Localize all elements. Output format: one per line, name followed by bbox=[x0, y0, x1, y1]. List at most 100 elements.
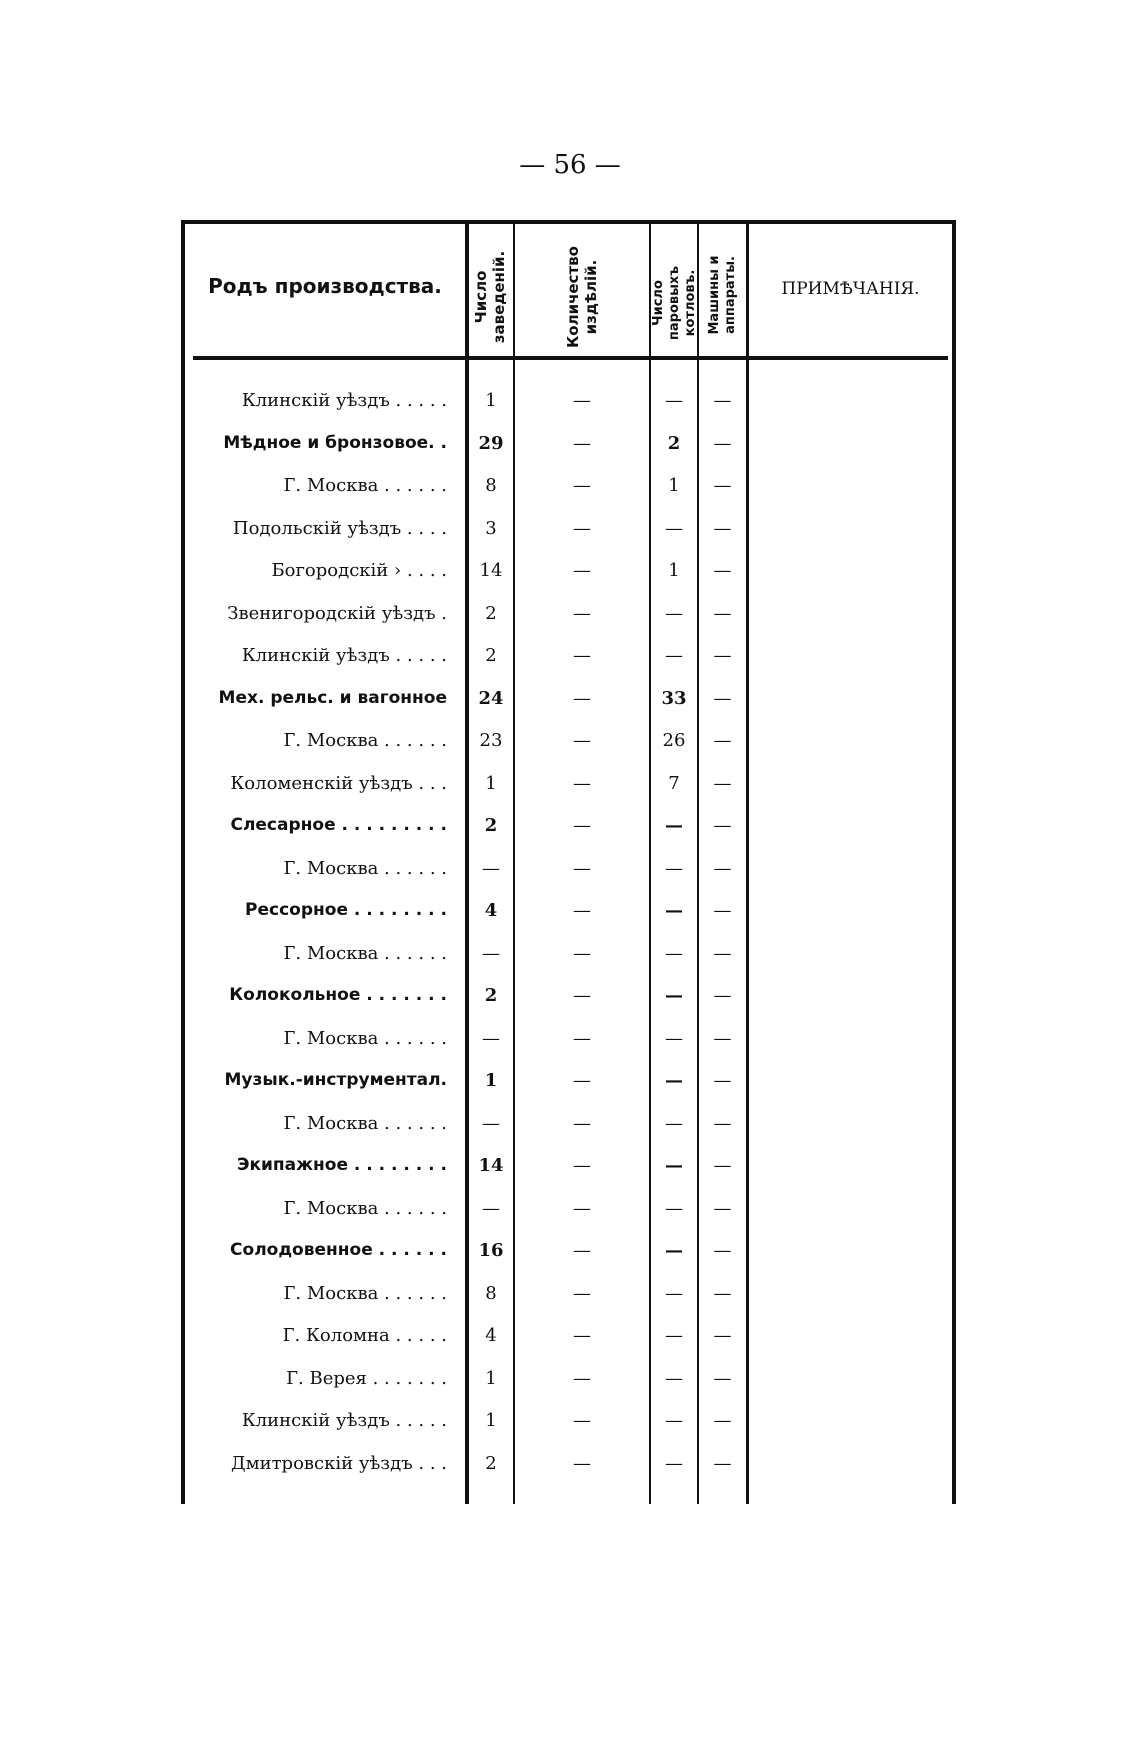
production-name: Экипажное . . . . . . . . bbox=[236, 1155, 447, 1175]
boilers-cell: — bbox=[665, 1155, 683, 1176]
production-name: Г. Верея . . . . . . . bbox=[286, 1367, 447, 1389]
products-cell: — bbox=[573, 560, 591, 581]
table-row: Солодовенное . . . . . . 16 — — — bbox=[185, 1232, 952, 1272]
production-name: Богородскій › . . . . bbox=[271, 560, 447, 581]
table-row: Экипажное . . . . . . . . 14 — — — bbox=[185, 1147, 952, 1187]
machines-cell: — bbox=[713, 730, 732, 751]
boilers-cell: — bbox=[665, 1325, 683, 1346]
establishments-cell: — bbox=[482, 1197, 500, 1219]
table-row: Г. Москва . . . . . . 8 — — — bbox=[185, 1275, 952, 1315]
production-name: Клинскій уѣздъ . . . . . bbox=[241, 645, 447, 666]
table-row: Г. Москва . . . . . . — — — — bbox=[185, 935, 952, 975]
production-name: Мѣдное и бронзовое. . bbox=[223, 432, 447, 453]
header-products: Количество издѣлій. bbox=[564, 246, 600, 348]
machines-cell: — bbox=[713, 1410, 732, 1431]
products-cell: — bbox=[573, 602, 591, 624]
table-row: Клинскій уѣздъ . . . . . 1 — — — bbox=[185, 382, 952, 422]
table-row: Коломенскій уѣздъ . . . 1 — 7 — bbox=[185, 765, 952, 805]
table-row: Г. Коломна . . . . . 4 — — — bbox=[185, 1317, 952, 1357]
establishments-cell: 1 bbox=[484, 1070, 498, 1091]
boilers-cell: 7 bbox=[668, 772, 680, 794]
header-establishments: Число заведеній. bbox=[472, 250, 508, 344]
machines-cell: — bbox=[713, 1027, 732, 1049]
machines-cell: — bbox=[713, 1325, 732, 1346]
establishments-cell: 8 bbox=[485, 1282, 497, 1304]
machines-cell: — bbox=[713, 857, 732, 879]
table-row: Музык.-инструментал. 1 — — — bbox=[185, 1062, 952, 1102]
establishments-cell: 16 bbox=[478, 1240, 504, 1261]
table-row: Г. Москва . . . . . . — — — — bbox=[185, 1020, 952, 1060]
production-name: Г. Москва . . . . . . bbox=[283, 857, 448, 879]
boilers-cell: — bbox=[665, 815, 683, 836]
boilers-cell: — bbox=[665, 985, 683, 1006]
table-row: Г. Верея . . . . . . . 1 — — — bbox=[185, 1360, 952, 1400]
establishments-cell: — bbox=[482, 942, 500, 964]
table-row: Клинскій уѣздъ . . . . . 2 — — — bbox=[185, 637, 952, 677]
statistics-table: Родъ производства. Число заведеній. Коли… bbox=[181, 220, 956, 1504]
machines-cell: — bbox=[713, 432, 732, 454]
table-row: Г. Москва . . . . . . — — — — bbox=[185, 1105, 952, 1145]
machines-cell: — bbox=[713, 1452, 732, 1474]
header-rule bbox=[193, 356, 948, 360]
establishments-cell: 2 bbox=[485, 602, 497, 624]
page-number: — 56 — bbox=[519, 150, 621, 180]
boilers-cell: — bbox=[665, 390, 683, 411]
boilers-cell: 1 bbox=[668, 475, 680, 496]
establishments-cell: 29 bbox=[478, 432, 504, 454]
products-cell: — bbox=[573, 1367, 591, 1389]
establishments-cell: 3 bbox=[485, 517, 497, 539]
establishments-cell: 1 bbox=[485, 390, 497, 411]
production-name: Клинскій уѣздъ . . . . . bbox=[241, 390, 447, 411]
table-row: Г. Москва . . . . . . — — — — bbox=[185, 850, 952, 890]
column-divider bbox=[746, 224, 749, 1504]
establishments-cell: 14 bbox=[479, 560, 503, 581]
boilers-cell: — bbox=[665, 1367, 683, 1389]
table-row: Дмитровскій уѣздъ . . . 2 — — — bbox=[185, 1445, 952, 1485]
establishments-cell: — bbox=[482, 1027, 500, 1049]
products-cell: — bbox=[573, 1452, 591, 1474]
machines-cell: — bbox=[713, 517, 732, 539]
production-name: Г. Москва . . . . . . bbox=[283, 1112, 448, 1134]
boilers-cell: 1 bbox=[668, 560, 680, 581]
boilers-cell: — bbox=[665, 1112, 683, 1134]
machines-cell: — bbox=[713, 475, 732, 496]
establishments-cell: 1 bbox=[485, 1367, 497, 1389]
establishments-cell: 4 bbox=[484, 900, 498, 921]
establishments-cell: 8 bbox=[485, 475, 497, 496]
table-row: Богородскій › . . . . 14 — 1 — bbox=[185, 552, 952, 592]
machines-cell: — bbox=[713, 1197, 732, 1219]
table-row: Мѣдное и бронзовое. . 29 — 2 — bbox=[185, 425, 952, 465]
products-cell: — bbox=[573, 1197, 591, 1219]
production-name: Слесарное . . . . . . . . . bbox=[230, 815, 447, 835]
boilers-cell: — bbox=[665, 1240, 683, 1261]
production-name: Г. Москва . . . . . . bbox=[283, 730, 448, 751]
table-row: Клинскій уѣздъ . . . . . 1 — — — bbox=[185, 1402, 952, 1442]
machines-cell: — bbox=[713, 900, 732, 921]
production-name: Г. Москва . . . . . . bbox=[283, 1197, 448, 1219]
products-cell: — bbox=[573, 942, 591, 964]
boilers-cell: — bbox=[665, 1282, 683, 1304]
machines-cell: — bbox=[713, 1240, 732, 1261]
products-cell: — bbox=[573, 772, 591, 794]
boilers-cell: — bbox=[665, 900, 683, 921]
machines-cell: — bbox=[713, 772, 732, 794]
products-cell: — bbox=[573, 1240, 591, 1261]
header-boilers: Число паровыхъ котловъ. bbox=[651, 265, 698, 341]
boilers-cell: — bbox=[665, 1070, 683, 1091]
establishments-cell: 2 bbox=[485, 1452, 497, 1474]
establishments-cell: 23 bbox=[479, 730, 503, 751]
products-cell: — bbox=[573, 1155, 591, 1176]
production-name: Г. Москва . . . . . . bbox=[283, 475, 448, 496]
establishments-cell: 1 bbox=[485, 772, 497, 794]
machines-cell: — bbox=[713, 560, 732, 581]
products-cell: — bbox=[573, 1325, 591, 1346]
column-divider bbox=[649, 224, 651, 1504]
products-cell: — bbox=[573, 1027, 591, 1049]
products-cell: — bbox=[573, 900, 591, 921]
boilers-cell: — bbox=[665, 645, 683, 666]
products-cell: — bbox=[573, 517, 591, 539]
products-cell: — bbox=[573, 645, 591, 666]
products-cell: — bbox=[573, 985, 591, 1006]
products-cell: — bbox=[573, 1112, 591, 1134]
